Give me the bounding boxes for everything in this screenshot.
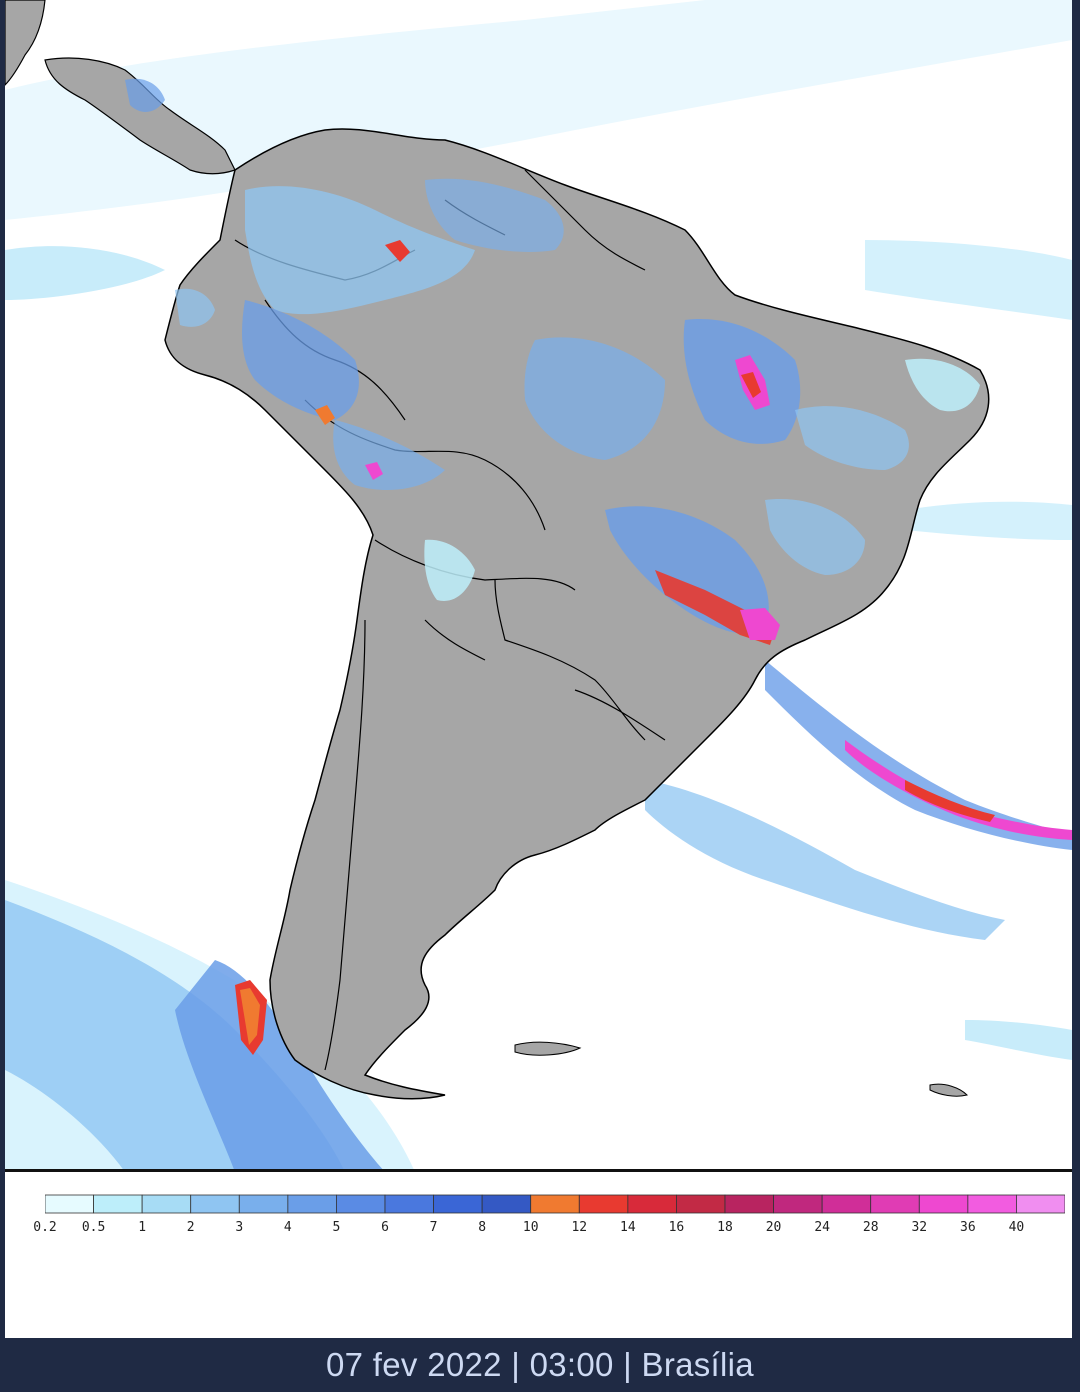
scale-label-12: 12 xyxy=(571,1220,588,1235)
scale-label-32: 32 xyxy=(911,1220,928,1235)
scale-label-8: 8 xyxy=(478,1220,487,1235)
footer-bar: 07 fev 2022 | 03:00 | Brasília xyxy=(0,1338,1080,1392)
scale-label-4: 4 xyxy=(283,1220,292,1235)
scale-label-0-2: 0.2 xyxy=(33,1220,57,1235)
scale-swatch-14 xyxy=(724,1194,774,1214)
scale-label-40: 40 xyxy=(1008,1220,1025,1235)
scale-swatch-9 xyxy=(481,1194,532,1214)
map-canvas xyxy=(5,0,1072,1172)
scale-swatch-11 xyxy=(578,1194,629,1214)
scale-label-5: 5 xyxy=(332,1220,341,1235)
scale-swatch-5 xyxy=(287,1194,337,1214)
land-precip-layer xyxy=(125,78,980,645)
scale-label-2: 2 xyxy=(186,1220,195,1235)
scale-swatch-1 xyxy=(93,1194,143,1214)
scale-label-28: 28 xyxy=(862,1220,879,1235)
scale-swatch-18 xyxy=(918,1194,969,1214)
scale-label-16: 16 xyxy=(668,1220,685,1235)
color-scale-bar xyxy=(45,1194,1065,1214)
scale-label-1: 1 xyxy=(138,1220,147,1235)
scale-swatch-19 xyxy=(967,1194,1017,1214)
color-scale-labels: 0.2 0.5 1 2 3 4 5 6 7 8 10 12 14 16 18 20 24 28 32 36 40 xyxy=(33,1220,1065,1240)
scale-swatch-15 xyxy=(773,1194,823,1214)
scale-swatch-17 xyxy=(870,1194,920,1214)
scale-swatch-13 xyxy=(676,1194,726,1214)
scale-swatch-20 xyxy=(1016,1194,1065,1214)
scale-swatch-7 xyxy=(384,1194,434,1214)
scale-label-3: 3 xyxy=(235,1220,244,1235)
scale-swatch-10 xyxy=(530,1194,580,1214)
scale-label-0-5: 0.5 xyxy=(81,1220,106,1235)
scale-label-14: 14 xyxy=(620,1220,636,1235)
scale-swatch-2 xyxy=(141,1194,192,1214)
timestamp-label: 07 fev 2022 | 03:00 | Brasília xyxy=(326,1346,754,1383)
scale-swatch-8 xyxy=(433,1194,483,1214)
map-bottom-border xyxy=(5,1169,1072,1172)
scale-label-36: 36 xyxy=(960,1220,976,1235)
scale-label-20: 20 xyxy=(765,1220,782,1235)
scale-swatch-12 xyxy=(627,1194,677,1214)
scale-swatch-16 xyxy=(821,1194,872,1214)
scale-swatch-6 xyxy=(336,1194,386,1214)
scale-label-18: 18 xyxy=(717,1220,733,1235)
scale-swatch-0 xyxy=(45,1194,94,1214)
scale-label-24: 24 xyxy=(814,1220,830,1235)
scale-label-7: 7 xyxy=(429,1220,438,1235)
scale-swatch-4 xyxy=(238,1194,289,1214)
scale-swatch-3 xyxy=(190,1194,240,1214)
scale-label-6: 6 xyxy=(381,1220,389,1235)
precipitation-map xyxy=(5,0,1072,1172)
scale-label-10: 10 xyxy=(522,1220,539,1235)
